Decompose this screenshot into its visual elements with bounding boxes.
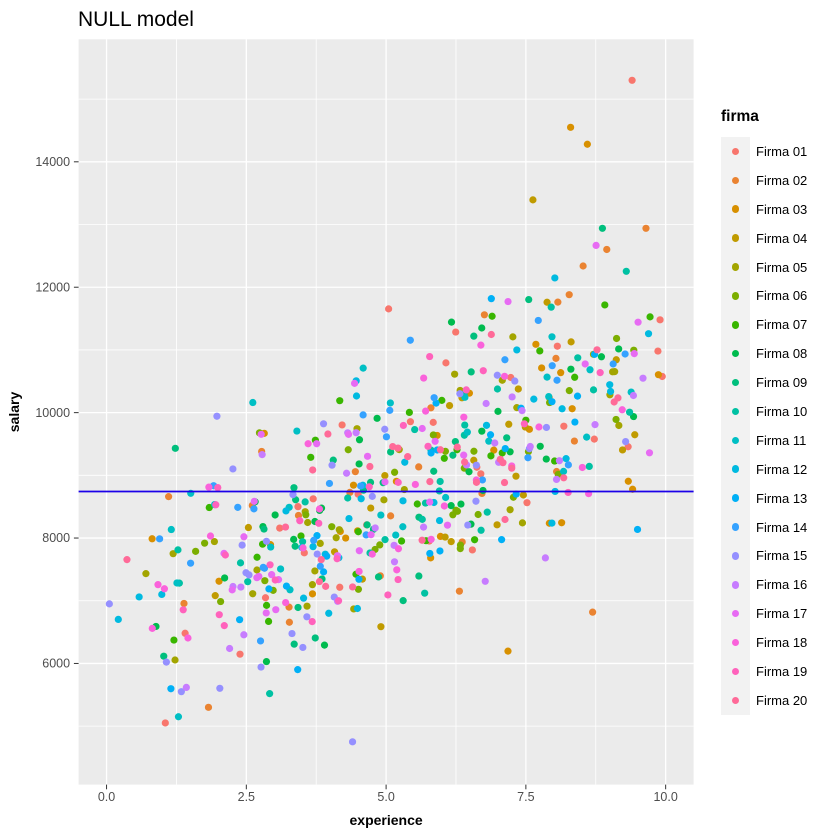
svg-text:0.0: 0.0 [98, 790, 115, 804]
svg-text:5.0: 5.0 [377, 790, 394, 804]
svg-text:10.0: 10.0 [653, 790, 677, 804]
svg-text:8000: 8000 [42, 531, 70, 545]
svg-text:6000: 6000 [42, 657, 70, 671]
svg-text:7.5: 7.5 [517, 790, 534, 804]
svg-text:14000: 14000 [35, 155, 70, 169]
svg-text:2.5: 2.5 [238, 790, 255, 804]
svg-text:10000: 10000 [35, 406, 70, 420]
svg-text:12000: 12000 [35, 280, 70, 294]
